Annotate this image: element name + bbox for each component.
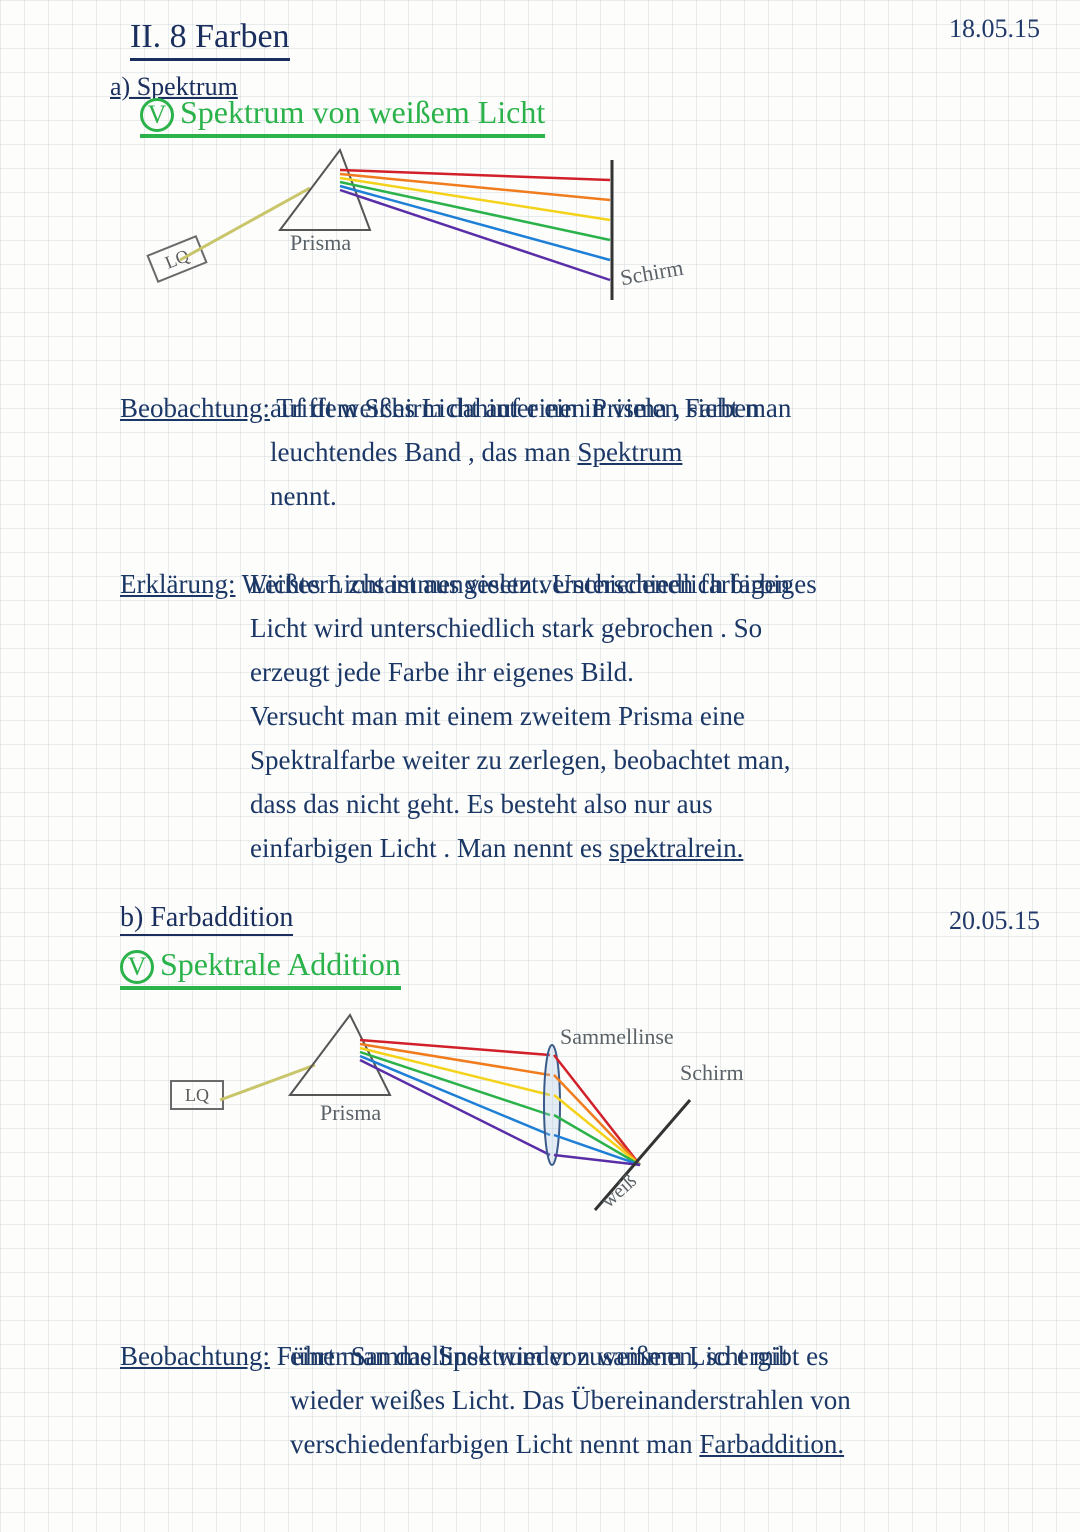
observation-label-1: Beobachtung: bbox=[120, 393, 270, 423]
prism-diagram-2 bbox=[220, 1000, 780, 1220]
title-a-text: Spektrum von weißem Licht bbox=[180, 94, 545, 130]
title-b-text: Spektrale Addition bbox=[160, 946, 401, 982]
erkl-line6: Spektralfarbe weiter zu zerlegen, beobac… bbox=[250, 738, 790, 782]
date-1: 18.05.15 bbox=[949, 14, 1040, 44]
v-marker-b: V bbox=[120, 950, 154, 984]
light-source-2: LQ bbox=[170, 1080, 224, 1110]
beob1-line2: auf dem Schirm dahinter ein in vielen Fa… bbox=[270, 386, 760, 430]
erkl-line7: dass das nicht geht. Es besteht also nur… bbox=[250, 782, 713, 826]
observation-label-2: Beobachtung: bbox=[120, 1341, 270, 1371]
prism-label-2: Prisma bbox=[320, 1100, 381, 1126]
erkl-line5: Versucht man mit einem zweitem Prisma ei… bbox=[250, 694, 745, 738]
beob2-line3: wieder weißes Licht. Das Übereinanderstr… bbox=[290, 1378, 851, 1422]
explanation-label: Erklärung: bbox=[120, 569, 235, 599]
beob1-line4: nennt. bbox=[270, 474, 337, 518]
beob1-line3-wrap: leuchtendes Band , das man Spektrum bbox=[270, 430, 682, 474]
erkl-line8: einfarbigen Licht . Man nennt es bbox=[250, 833, 609, 863]
v-marker-a: V bbox=[140, 98, 174, 132]
erkl-line3: Licht wird unterschiedlich stark gebroch… bbox=[250, 606, 762, 650]
section-b-label: b) Farbaddition bbox=[120, 902, 293, 936]
experiment-b-title: VSpektrale Addition bbox=[120, 946, 401, 990]
spektrum-term: Spektrum bbox=[577, 437, 682, 467]
beob2-line4: verschiedenfarbigen Licht nennt man bbox=[290, 1429, 699, 1459]
erkl-line2: Lichtern zusammengesetzt. Unterschiedlic… bbox=[250, 562, 817, 606]
prism-diagram-1 bbox=[180, 140, 700, 340]
lens-label: Sammellinse bbox=[560, 1024, 674, 1050]
beob2-line2: einer Sammellinse wieder zusammen, so er… bbox=[290, 1334, 829, 1378]
experiment-a-title: VSpektrum von weißem Licht bbox=[140, 94, 545, 138]
screen-label-2: Schirm bbox=[680, 1060, 744, 1086]
beob1-line3: leuchtendes Band , das man bbox=[270, 437, 577, 467]
beob2-line4-wrap: verschiedenfarbigen Licht nennt man Farb… bbox=[290, 1422, 844, 1466]
erkl-line8-wrap: einfarbigen Licht . Man nennt es spektra… bbox=[250, 826, 743, 870]
spektralrein-term: spektralrein. bbox=[609, 833, 743, 863]
farbaddition-term: Farbaddition. bbox=[699, 1429, 844, 1459]
erkl-line4: erzeugt jede Farbe ihr eigenes Bild. bbox=[250, 650, 634, 694]
prism-label-1: Prisma bbox=[290, 230, 351, 256]
chapter-title: II. 8 Farben bbox=[130, 18, 290, 61]
date-2: 20.05.15 bbox=[949, 906, 1040, 936]
